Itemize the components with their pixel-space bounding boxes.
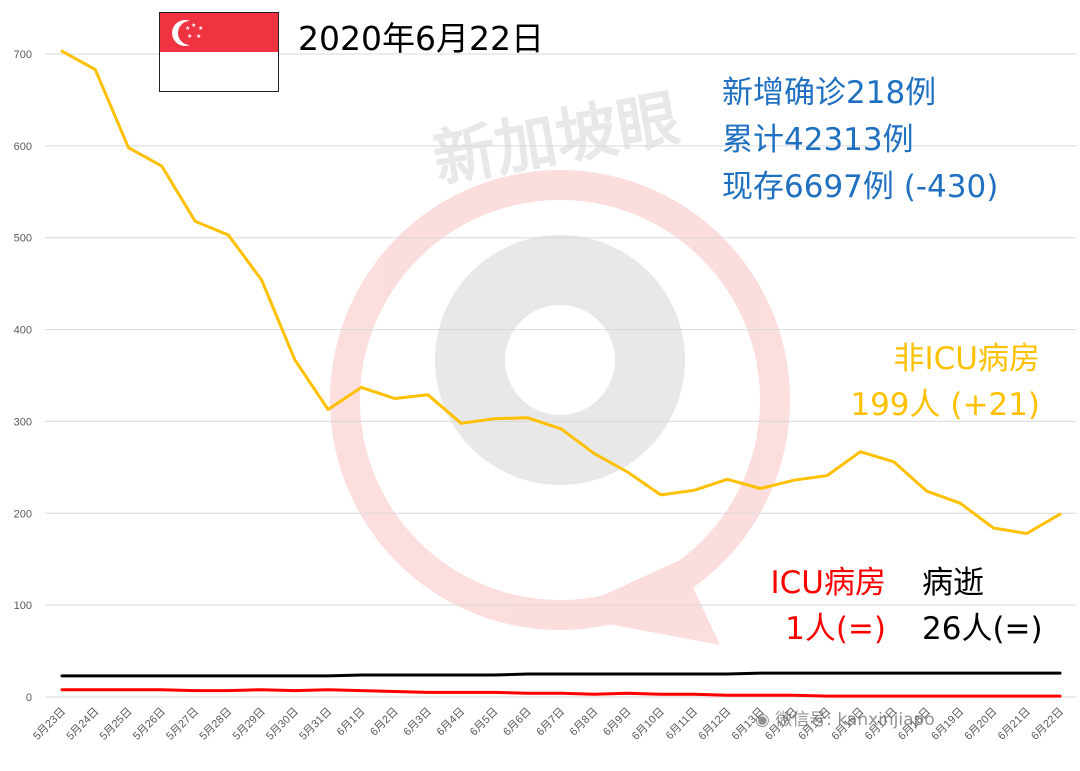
svg-text:★: ★ bbox=[187, 33, 192, 40]
x-tick-label: 6月2日 bbox=[368, 706, 401, 739]
new-cases-text: 新增确诊218例 bbox=[722, 75, 937, 111]
case-summary: 新增确诊218例 累计42313例 现存6697例 (-430) bbox=[722, 70, 998, 211]
x-tick-label: 5月30日 bbox=[264, 706, 301, 743]
x-tick-label: 6月19日 bbox=[929, 706, 966, 743]
x-tick-label: 5月26日 bbox=[131, 706, 168, 743]
x-tick-label: 6月10日 bbox=[630, 706, 667, 743]
x-tick-label: 6月6日 bbox=[501, 706, 534, 739]
deaths-label: 病逝 bbox=[922, 565, 984, 601]
x-tick-label: 6月7日 bbox=[534, 706, 567, 739]
flag-white-band bbox=[160, 52, 278, 91]
y-tick-label: 600 bbox=[14, 141, 32, 153]
x-tick-label: 5月25日 bbox=[98, 706, 135, 743]
active-cases-text: 现存6697例 (-430) bbox=[722, 169, 999, 205]
y-tick-label: 400 bbox=[14, 325, 32, 337]
svg-text:★: ★ bbox=[198, 25, 203, 32]
x-tick-label: 5月23日 bbox=[31, 706, 68, 743]
svg-text:★: ★ bbox=[191, 22, 196, 29]
x-tick-label: 6月5日 bbox=[468, 706, 501, 739]
x-tick-label: 6月3日 bbox=[401, 706, 434, 739]
wechat-icon: ◉ bbox=[755, 710, 776, 730]
watermark-logo: 新加坡眼 bbox=[330, 81, 790, 645]
series-line-deaths bbox=[60, 671, 1062, 678]
y-axis-ticks: 0 100 200 300 400 500 600 700 bbox=[14, 49, 32, 704]
deaths-annotation: 病逝 26人(=) bbox=[922, 560, 1043, 652]
report-date: 2020年6月22日 bbox=[298, 19, 544, 58]
x-tick-label: 5月31日 bbox=[297, 706, 334, 743]
icu-annotation: ICU病房 1人(=) bbox=[771, 560, 886, 652]
y-tick-label: 0 bbox=[26, 692, 32, 704]
cumulative-cases-text: 累计42313例 bbox=[722, 122, 914, 158]
x-tick-label: 6月22日 bbox=[1029, 706, 1066, 743]
x-tick-label: 5月27日 bbox=[164, 706, 201, 743]
y-tick-label: 700 bbox=[14, 49, 32, 61]
x-tick-label: 5月29日 bbox=[231, 706, 268, 743]
y-tick-label: 200 bbox=[14, 508, 32, 520]
y-tick-label: 300 bbox=[14, 416, 32, 428]
x-tick-label: 5月24日 bbox=[64, 706, 101, 743]
x-tick-label: 6月1日 bbox=[335, 706, 368, 739]
icu-value: 1人(=) bbox=[785, 611, 886, 647]
wechat-watermark: ◉ 微信号: kanxinjiapo bbox=[755, 705, 935, 730]
x-tick-label: 6月21日 bbox=[996, 706, 1033, 743]
y-tick-label: 500 bbox=[14, 233, 32, 245]
y-gridlines bbox=[45, 53, 1076, 698]
y-tick-label: 100 bbox=[14, 600, 32, 612]
wechat-id: 微信号: kanxinjiapo bbox=[775, 710, 935, 730]
x-tick-label: 6月9日 bbox=[601, 706, 634, 739]
non-icu-value: 199人 (+21) bbox=[850, 387, 1040, 423]
x-tick-label: 6月11日 bbox=[664, 706, 700, 742]
singapore-flag-icon: ★ ★ ★ ★ ★ bbox=[159, 12, 279, 92]
series-lines bbox=[60, 49, 1062, 698]
x-tick-label: 6月8日 bbox=[568, 706, 601, 739]
icu-label: ICU病房 bbox=[770, 565, 886, 601]
svg-text:★: ★ bbox=[185, 25, 190, 32]
series-line-icu bbox=[60, 688, 1062, 698]
x-tick-label: 5月28日 bbox=[197, 706, 234, 743]
x-tick-label: 6月20日 bbox=[963, 706, 1000, 743]
non-icu-annotation: 非ICU病房 199人 (+21) bbox=[850, 336, 1040, 428]
x-tick-label: 6月4日 bbox=[435, 706, 468, 739]
series-line-non_icu bbox=[60, 49, 1062, 535]
svg-text:★: ★ bbox=[196, 33, 201, 40]
crescent-stars-icon: ★ ★★ ★★ bbox=[172, 20, 203, 46]
deaths-value: 26人(=) bbox=[922, 611, 1043, 647]
non-icu-label: 非ICU病房 bbox=[893, 341, 1040, 377]
x-tick-label: 6月12日 bbox=[696, 706, 733, 743]
